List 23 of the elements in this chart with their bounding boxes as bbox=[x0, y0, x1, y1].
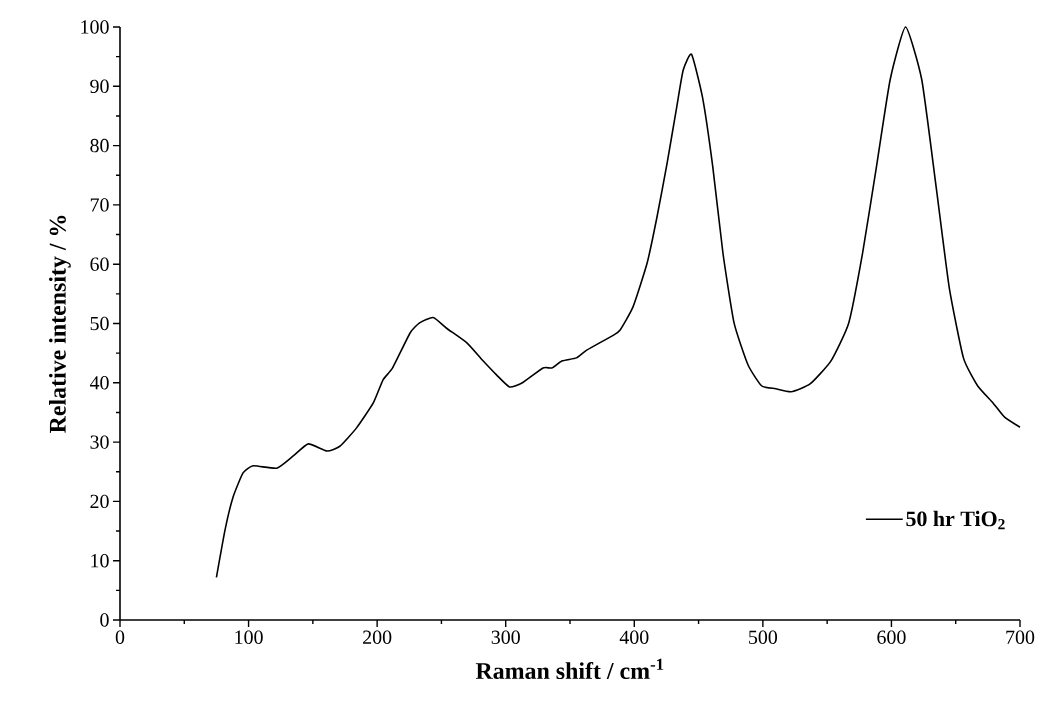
y-tick-label: 70 bbox=[90, 198, 109, 212]
x-axis-title: Raman shift / cm$^{-1}$ bbox=[475, 658, 664, 680]
y-tick-label: 50 bbox=[90, 316, 109, 331]
y-tick-label: 20 bbox=[90, 494, 109, 509]
x-tick-label: 700 bbox=[1006, 630, 1035, 644]
y-tick-label: 30 bbox=[90, 435, 109, 449]
x-tick-label: 100 bbox=[235, 630, 263, 644]
y-tick-label: 10 bbox=[91, 553, 109, 568]
y-tick-label: 80 bbox=[90, 138, 109, 153]
y-tick-label: 40 bbox=[89, 376, 109, 390]
y-axis-title: Relative intensity / % bbox=[49, 215, 71, 433]
y-tick-label: 60 bbox=[90, 257, 109, 271]
x-tick-label: 500 bbox=[749, 630, 778, 644]
x-tick-label: 200 bbox=[363, 630, 392, 644]
y-tick-label: 0 bbox=[100, 613, 109, 627]
x-tick-label: 300 bbox=[491, 630, 520, 644]
x-tick-label: 0 bbox=[115, 630, 125, 644]
legend-label: 50 hr TiO$_{2}$ bbox=[906, 510, 1005, 530]
x-tick-label: 600 bbox=[877, 630, 906, 644]
y-tick-label: 100 bbox=[81, 20, 109, 34]
x-tick-label: 400 bbox=[619, 630, 649, 644]
line-series bbox=[215, 26, 1021, 579]
y-tick-label: 90 bbox=[90, 79, 109, 94]
